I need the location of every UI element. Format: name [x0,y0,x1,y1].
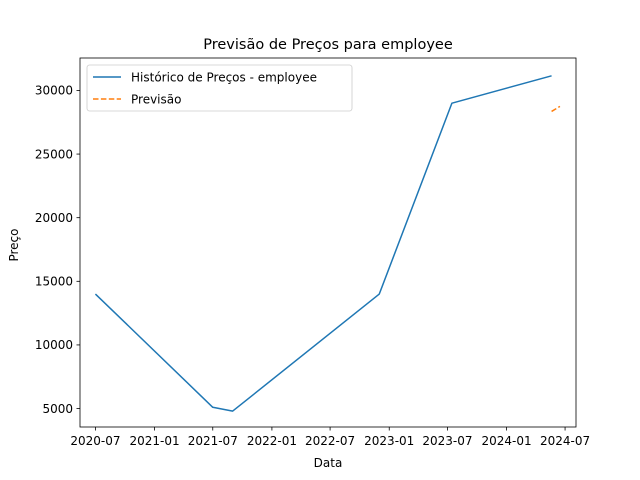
y-tick-label-5: 30000 [35,84,73,98]
y-tick-label-0: 5000 [42,402,73,416]
legend-box [86,64,353,112]
x-tick-label-4: 2022-07 [305,434,355,448]
legend-label-0: Histórico de Preços - employee [131,70,317,84]
series-line-0 [94,75,552,412]
x-tick-label-7: 2024-01 [481,434,531,448]
series-line-1 [551,105,561,113]
x-tick-label-2: 2021-07 [188,434,238,448]
plot-area [94,75,561,412]
x-tick-label-6: 2023-07 [422,434,472,448]
chart-title: Previsão de Preços para employee [203,37,453,53]
x-tick-label-3: 2022-01 [247,434,297,448]
x-tick-label-1: 2021-01 [130,434,180,448]
legend: Histórico de Preços - employee Previsão [86,64,353,112]
x-tick-label-8: 2024-07 [540,434,590,448]
axes: 2020-07 2021-01 2021-07 2022-01 2022-07 2023-… [35,57,590,448]
axes-frame [79,57,577,428]
x-tick-label-0: 2020-07 [70,434,120,448]
y-axis-label: Preço [7,228,21,261]
x-tick-label-5: 2023-01 [364,434,414,448]
y-tick-label-2: 15000 [35,275,73,289]
y-tick-label-3: 20000 [35,211,73,225]
y-tick-label-4: 25000 [35,147,73,161]
y-tick-label-1: 10000 [35,338,73,352]
x-axis-label: Data [314,456,343,470]
legend-label-1: Previsão [131,92,181,106]
